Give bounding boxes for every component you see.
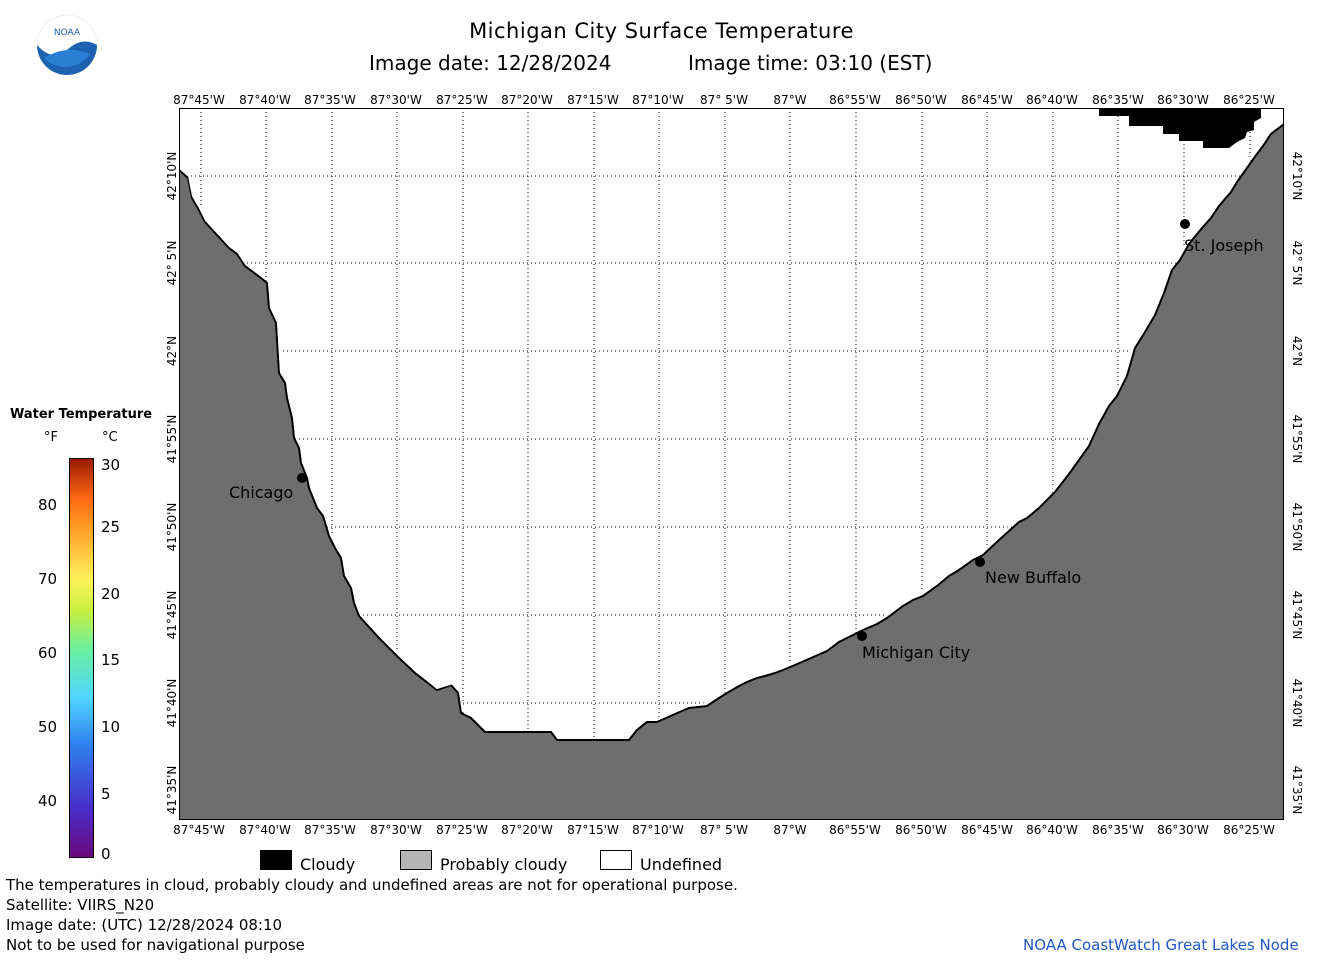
lon-label-top: 87°35'W [304, 93, 356, 107]
lon-label-bottom: 86°35'W [1092, 823, 1144, 837]
lat-label-left: 41°50'N [165, 502, 179, 552]
lon-label-top: 86°40'W [1026, 93, 1078, 107]
footer-satellite: Satellite: VIIRS_N20 [6, 896, 155, 914]
lon-label-top: 86°55'W [829, 93, 881, 107]
lat-label-right: 41°55'N [1290, 414, 1304, 464]
city-label-chicago: Chicago [229, 483, 294, 502]
scale-tick-f: 80 [38, 496, 58, 514]
map-canvas [179, 108, 1284, 820]
scale-tick-c: 15 [101, 651, 121, 669]
scale-tick-c: 5 [101, 785, 111, 803]
scale-tick-c: 20 [101, 585, 121, 603]
lon-label-bottom: 86°40'W [1026, 823, 1078, 837]
scale-tick-c: 0 [101, 845, 111, 863]
lon-label-bottom: 87°W [773, 823, 807, 837]
lat-label-right: 41°50'N [1290, 502, 1304, 552]
lon-label-top: 86°45'W [961, 93, 1013, 107]
city-label-st-joseph: St. Joseph [1184, 236, 1264, 255]
page-title: Michigan City Surface Temperature [469, 19, 854, 43]
lon-label-bottom: 87°15'W [567, 823, 619, 837]
lat-label-right: 42° 5'N [1290, 240, 1304, 286]
lon-label-top: 87°40'W [239, 93, 291, 107]
image-date: Image date: 12/28/2024 [369, 51, 612, 75]
lat-label-left: 41°45'N [165, 590, 179, 640]
footer-disclaimer: The temperatures in cloud, probably clou… [6, 876, 738, 894]
lon-label-bottom: 87°40'W [239, 823, 291, 837]
lat-label-left: 41°55'N [165, 414, 179, 464]
footer-credit: NOAA CoastWatch Great Lakes Node [1023, 936, 1299, 954]
cloud-area [1099, 108, 1261, 148]
city-label-new-buffalo: New Buffalo [985, 568, 1082, 587]
lon-label-bottom: 86°25'W [1223, 823, 1275, 837]
lon-label-bottom: 86°45'W [961, 823, 1013, 837]
legend-label-cloudy: Cloudy [300, 855, 356, 874]
lon-label-bottom: 87°45'W [173, 823, 225, 837]
lon-label-top: 87°45'W [173, 93, 225, 107]
chicago-marker [297, 473, 307, 483]
legend-swatch-probably-cloudy [400, 850, 432, 870]
new-buffalo-marker [975, 557, 985, 567]
scale-unit-c: °C [102, 430, 118, 445]
michigan-city-marker [857, 631, 867, 641]
lat-label-right: 41°40'N [1290, 678, 1304, 728]
legend-label-probably-cloudy: Probably cloudy [440, 855, 568, 874]
legend-swatch-undefined [600, 850, 632, 870]
lon-label-bottom: 86°55'W [829, 823, 881, 837]
scale-tick-f: 40 [38, 792, 58, 810]
lon-label-top: 87°15'W [567, 93, 619, 107]
st-joseph-marker [1180, 219, 1190, 229]
lat-label-right: 42°10'N [1290, 151, 1304, 201]
scale-tick-f: 70 [38, 570, 58, 588]
map-frame [179, 108, 1284, 820]
scale-unit-f: °F [44, 430, 58, 445]
legend-swatch-cloudy [260, 850, 292, 870]
scale-tick-c: 25 [101, 518, 121, 536]
lon-label-bottom: 87°10'W [632, 823, 684, 837]
lon-label-top: 87°25'W [436, 93, 488, 107]
legend-label-undefined: Undefined [640, 855, 723, 874]
lon-label-bottom: 87°25'W [436, 823, 488, 837]
lon-label-top: 87°20'W [501, 93, 553, 107]
scale-tick-c: 30 [101, 456, 121, 474]
lon-label-bottom: 87°35'W [304, 823, 356, 837]
lon-label-top: 87°10'W [632, 93, 684, 107]
noaa-logo-text: NOAA [54, 28, 81, 38]
city-label-michigan-city: Michigan City [862, 643, 971, 662]
temperature-color-bar [69, 458, 94, 858]
lat-label-right: 41°45'N [1290, 590, 1304, 640]
land-area [179, 122, 1284, 820]
lat-label-right: 41°35'N [1290, 765, 1304, 815]
scale-tick-c: 10 [101, 718, 121, 736]
image-time: Image time: 03:10 (EST) [688, 51, 933, 75]
lon-label-bottom: 87° 5'W [700, 823, 748, 837]
lon-label-top: 87°30'W [370, 93, 422, 107]
lat-label-right: 42°N [1290, 335, 1304, 367]
footer-nav-warning: Not to be used for navigational purpose [6, 936, 305, 954]
footer-image-date-utc: Image date: (UTC) 12/28/2024 08:10 [6, 916, 283, 934]
lat-label-left: 41°35'N [165, 765, 179, 815]
lon-label-bottom: 86°50'W [895, 823, 947, 837]
scale-title: Water Temperature [10, 407, 153, 422]
lat-label-left: 41°40'N [165, 678, 179, 728]
scale-tick-f: 60 [38, 644, 58, 662]
lon-label-top: 87° 5'W [700, 93, 748, 107]
lon-label-top: 86°30'W [1157, 93, 1209, 107]
lon-label-bottom: 87°30'W [370, 823, 422, 837]
lon-label-bottom: 86°30'W [1157, 823, 1209, 837]
scale-tick-f: 50 [38, 718, 58, 736]
noaa-logo: NOAA [36, 14, 98, 76]
lat-label-left: 42°10'N [165, 151, 179, 201]
lat-label-left: 42° 5'N [165, 240, 179, 286]
lon-label-top: 86°50'W [895, 93, 947, 107]
lon-label-top: 87°W [773, 93, 807, 107]
lat-label-left: 42°N [165, 335, 179, 367]
lon-label-bottom: 87°20'W [501, 823, 553, 837]
lon-label-top: 86°35'W [1092, 93, 1144, 107]
lon-label-top: 86°25'W [1223, 93, 1275, 107]
